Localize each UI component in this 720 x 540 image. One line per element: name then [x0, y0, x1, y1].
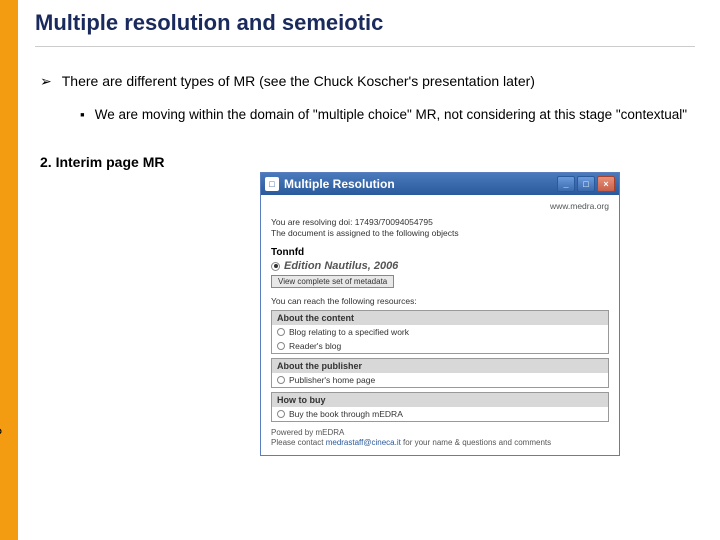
bullet-2-text: We are moving within the domain of "mult… — [95, 106, 687, 124]
resolving-text-2: The document is assigned to the followin… — [271, 228, 609, 239]
reach-text: You can reach the following resources: — [271, 296, 609, 306]
section-row[interactable]: Blog relating to a specified work — [272, 325, 608, 339]
radio-icon[interactable] — [271, 262, 280, 271]
window-controls: _ □ × — [557, 176, 615, 192]
section-header: How to buy — [272, 393, 608, 407]
url-display: www.medra.org — [271, 201, 609, 211]
section-header: About the publisher — [272, 359, 608, 373]
radio-icon — [277, 328, 285, 336]
section-how-to-buy: How to buy Buy the book through mEDRA — [271, 392, 609, 422]
window-app-icon: □ — [265, 177, 279, 191]
footer-line-2: Please contact medrastaff@cineca.it for … — [271, 438, 609, 448]
product-title: Tonnfd — [271, 247, 609, 258]
footer-line-1: Powered by mEDRA — [271, 428, 609, 438]
edition-row: Edition Nautilus, 2006 — [271, 260, 609, 272]
window-titlebar: □ Multiple Resolution _ □ × — [261, 173, 619, 195]
row-text: Reader's blog — [289, 341, 341, 351]
section-about-publisher: About the publisher Publisher's home pag… — [271, 358, 609, 388]
section-row[interactable]: Reader's blog — [272, 339, 608, 353]
maximize-button[interactable]: □ — [577, 176, 595, 192]
sidebar-url: www.medra.org — [0, 428, 2, 510]
bullet-1-text: There are different types of MR (see the… — [62, 72, 535, 91]
main-content: Multiple resolution and semeiotic ➢ Ther… — [35, 10, 710, 170]
edition-text: Edition Nautilus, 2006 — [284, 260, 398, 272]
resolving-text-1: You are resolving doi: 17493/70094054795 — [271, 217, 609, 228]
window-title: Multiple Resolution — [284, 177, 557, 191]
row-text: Publisher's home page — [289, 375, 375, 385]
bullet-level-2: ▪ We are moving within the domain of "mu… — [80, 106, 710, 124]
section-about-content: About the content Blog relating to a spe… — [271, 310, 609, 354]
close-button[interactable]: × — [597, 176, 615, 192]
row-text: Blog relating to a specified work — [289, 327, 409, 337]
slide-title: Multiple resolution and semeiotic — [35, 10, 710, 36]
left-accent-bar — [0, 0, 18, 540]
radio-icon — [277, 342, 285, 350]
window-body: www.medra.org You are resolving doi: 174… — [261, 195, 619, 455]
section-row[interactable]: Buy the book through mEDRA — [272, 407, 608, 421]
radio-icon — [277, 376, 285, 384]
window-footer: Powered by mEDRA Please contact medrasta… — [271, 428, 609, 449]
section-header: About the content — [272, 311, 608, 325]
browser-window: □ Multiple Resolution _ □ × www.medra.or… — [260, 172, 620, 456]
bullet-level-1: ➢ There are different types of MR (see t… — [35, 72, 710, 91]
title-underline — [35, 46, 695, 47]
section-label: 2. Interim page MR — [40, 154, 710, 170]
bullet-marker-icon: ➢ — [40, 72, 52, 91]
radio-icon — [277, 410, 285, 418]
row-text: Buy the book through mEDRA — [289, 409, 403, 419]
contact-email[interactable]: medrastaff@cineca.it — [326, 438, 401, 447]
metadata-button[interactable]: View complete set of metadata — [271, 275, 394, 288]
section-row[interactable]: Publisher's home page — [272, 373, 608, 387]
bullet-marker-icon: ▪ — [80, 106, 85, 124]
minimize-button[interactable]: _ — [557, 176, 575, 192]
